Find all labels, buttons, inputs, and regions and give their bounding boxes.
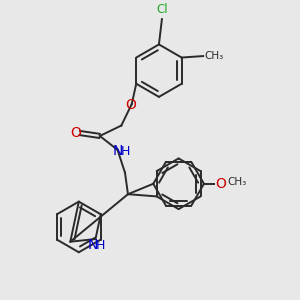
Text: N: N <box>87 238 98 252</box>
Text: Cl: Cl <box>156 3 168 16</box>
Text: O: O <box>70 126 81 140</box>
Text: CH₃: CH₃ <box>205 51 224 61</box>
Text: O: O <box>125 98 136 112</box>
Text: N: N <box>112 144 123 158</box>
Text: H: H <box>121 145 130 158</box>
Text: H: H <box>96 238 106 251</box>
Text: CH₃: CH₃ <box>228 177 247 187</box>
Text: O: O <box>215 177 226 191</box>
